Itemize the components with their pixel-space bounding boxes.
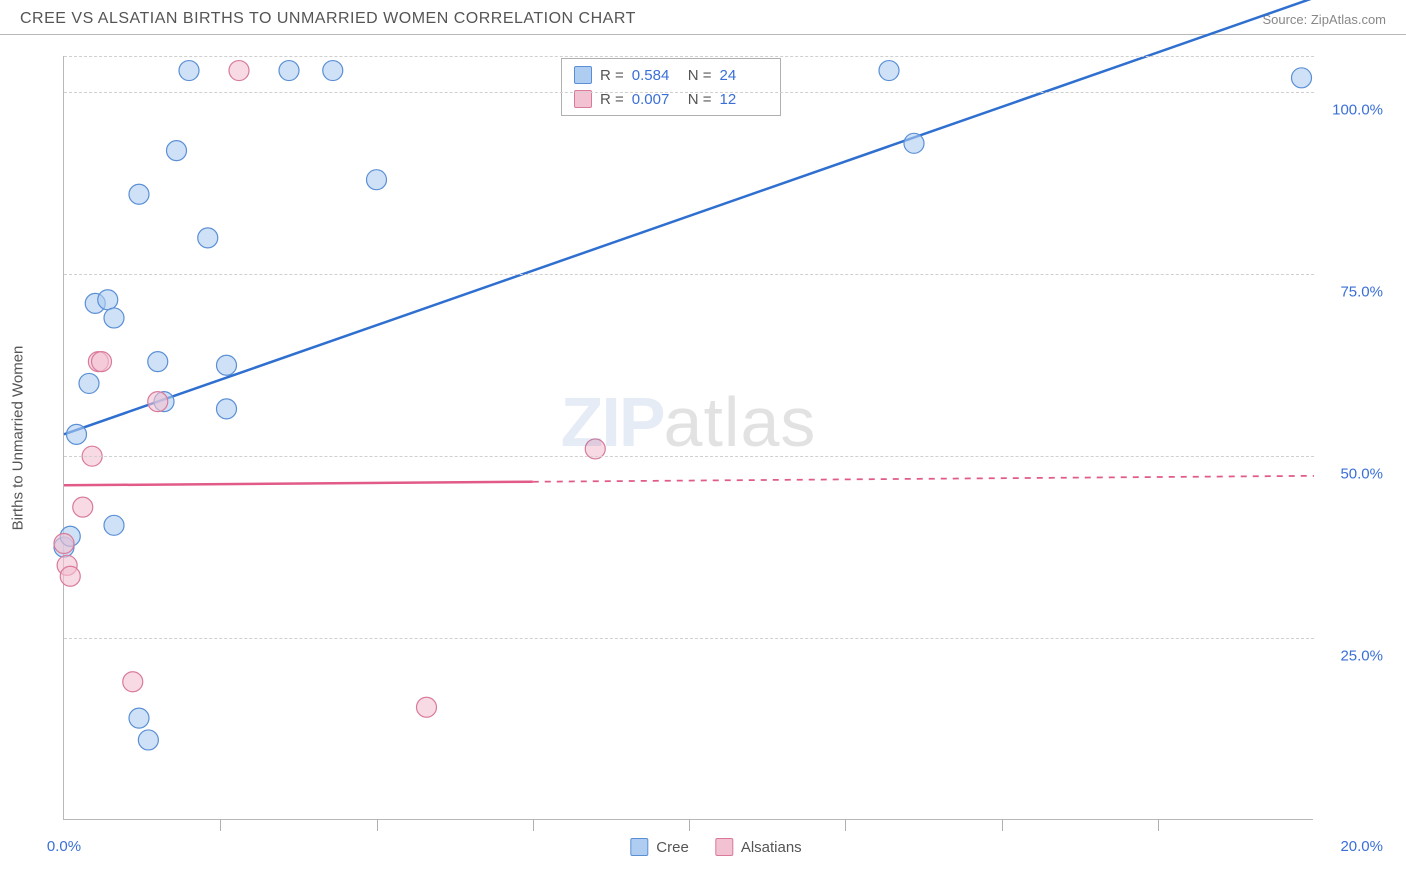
data-point <box>98 290 118 310</box>
data-point <box>138 730 158 750</box>
legend-label: Cree <box>656 839 689 856</box>
legend-item: Alsatians <box>715 838 802 856</box>
data-point <box>229 61 249 81</box>
regression-line-dashed <box>533 476 1314 482</box>
data-point <box>217 399 237 419</box>
data-point <box>60 566 80 586</box>
y-tick-label: 50.0% <box>1340 466 1383 483</box>
data-point <box>92 352 112 372</box>
stat-value-r: 0.584 <box>632 67 680 84</box>
legend-swatch <box>715 838 733 856</box>
data-point <box>217 355 237 375</box>
data-point <box>198 228 218 248</box>
stat-label: R = <box>600 67 624 84</box>
data-point <box>148 392 168 412</box>
x-tick <box>533 819 534 831</box>
data-point <box>904 133 924 153</box>
chart-header: CREE VS ALSATIAN BIRTHS TO UNMARRIED WOM… <box>0 0 1406 35</box>
data-point <box>129 184 149 204</box>
data-point <box>123 672 143 692</box>
x-tick <box>377 819 378 831</box>
legend-item: Cree <box>630 838 689 856</box>
legend-bottom: Cree Alsatians <box>630 838 801 856</box>
data-point <box>148 352 168 372</box>
data-point <box>167 141 187 161</box>
data-point <box>104 308 124 328</box>
data-point <box>1292 68 1312 88</box>
gridline <box>64 274 1314 275</box>
legend-label: Alsatians <box>741 839 802 856</box>
plot-area: ZIPatlas R =0.584N =24R =0.007N =12 25.0… <box>63 56 1313 820</box>
y-tick-label: 100.0% <box>1332 102 1383 119</box>
gridline <box>64 92 1314 93</box>
data-point <box>417 697 437 717</box>
x-tick <box>220 819 221 831</box>
data-point <box>67 424 87 444</box>
y-axis-label: Births to Unmarried Women <box>10 346 27 531</box>
stat-value-n: 24 <box>720 67 768 84</box>
plot-svg <box>64 56 1314 820</box>
x-tick <box>1002 819 1003 831</box>
chart-container: Births to Unmarried Women ZIPatlas R =0.… <box>48 56 1384 820</box>
legend-swatch <box>574 66 592 84</box>
x-tick-label: 20.0% <box>1340 838 1383 855</box>
gridline <box>64 456 1314 457</box>
data-point <box>79 373 99 393</box>
gridline <box>64 638 1314 639</box>
data-point <box>73 497 93 517</box>
data-point <box>279 61 299 81</box>
data-point <box>179 61 199 81</box>
x-tick-label: 0.0% <box>47 838 81 855</box>
y-tick-label: 75.0% <box>1340 284 1383 301</box>
x-tick <box>1158 819 1159 831</box>
chart-source: Source: ZipAtlas.com <box>1262 12 1386 27</box>
legend-stat-row: R =0.007N =12 <box>574 87 768 111</box>
data-point <box>879 61 899 81</box>
x-tick <box>689 819 690 831</box>
legend-stats: R = 0.584 N = 24 R =0.007N =12 <box>561 58 781 116</box>
data-point <box>367 170 387 190</box>
legend-stat-row: R = 0.584 N = 24 <box>574 63 768 87</box>
x-tick <box>845 819 846 831</box>
stat-label: N = <box>688 67 712 84</box>
y-tick-label: 25.0% <box>1340 648 1383 665</box>
data-point <box>129 708 149 728</box>
data-point <box>323 61 343 81</box>
gridline <box>64 56 1314 57</box>
legend-swatch <box>630 838 648 856</box>
data-point <box>104 515 124 535</box>
regression-line <box>64 482 533 486</box>
chart-title: CREE VS ALSATIAN BIRTHS TO UNMARRIED WOM… <box>20 10 636 28</box>
data-point <box>54 534 74 554</box>
